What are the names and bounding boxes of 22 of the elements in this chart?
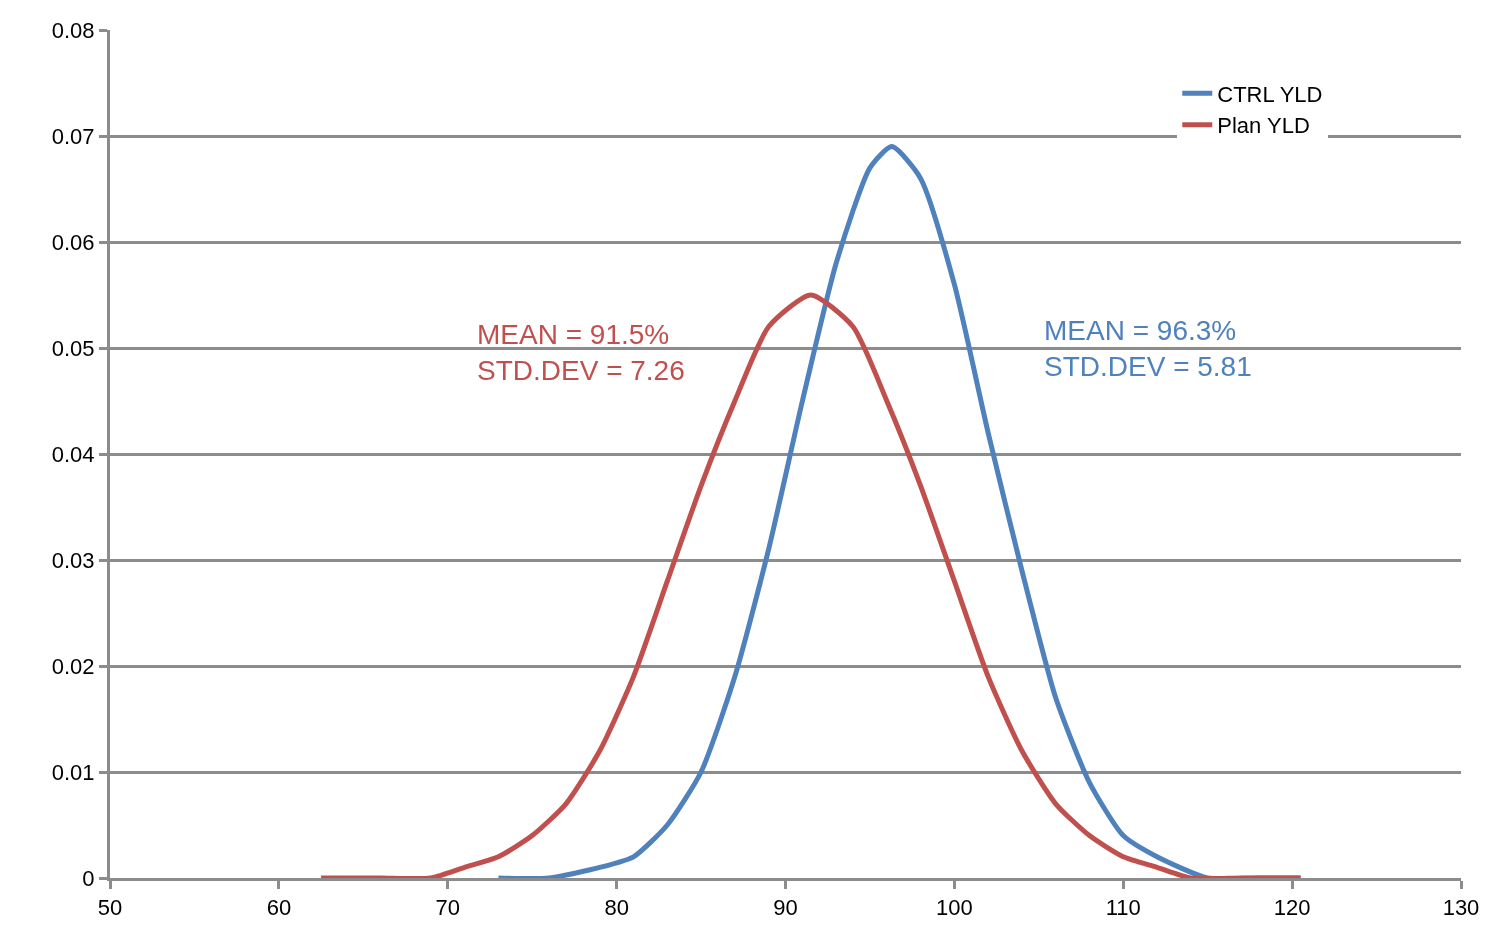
- y-tick-label: 0.08: [51, 17, 95, 43]
- y-tick-label: 0.02: [51, 653, 95, 679]
- legend-label: Plan YLD: [1217, 113, 1310, 139]
- x-tick-label: 70: [435, 895, 460, 921]
- x-tick-label: 100: [936, 895, 973, 921]
- x-tick-label: 50: [97, 895, 123, 921]
- x-tick-label: 90: [773, 895, 798, 921]
- annotation: MEAN = 91.5% STD.DEV = 7.26: [477, 319, 685, 387]
- x-tick-label: 110: [1105, 895, 1141, 921]
- y-tick-label: 0.03: [51, 547, 95, 573]
- x-tick-label: 120: [1273, 895, 1311, 921]
- legend-label: CTRL YLD: [1217, 81, 1323, 107]
- x-tick-label: 60: [266, 895, 292, 921]
- y-tick-label: 0.05: [51, 335, 95, 361]
- y-tick-label: 0.06: [51, 229, 95, 255]
- y-tick-label: 0: [82, 865, 95, 891]
- y-tick-label: 0.01: [51, 759, 95, 785]
- x-tick-label: 80: [604, 895, 629, 921]
- y-tick-label: 0.07: [51, 123, 95, 149]
- x-tick-label: 130: [1442, 895, 1480, 921]
- annotation: MEAN = 96.3% STD.DEV = 5.81: [1044, 315, 1252, 383]
- y-tick-label: 0.04: [51, 441, 95, 467]
